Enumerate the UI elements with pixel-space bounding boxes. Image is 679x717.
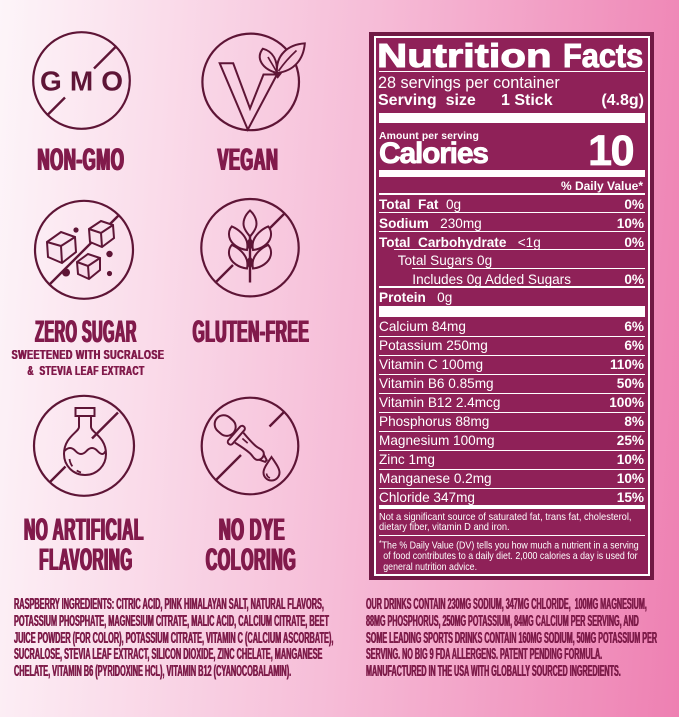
svg-text:GMO: GMO	[40, 65, 123, 96]
